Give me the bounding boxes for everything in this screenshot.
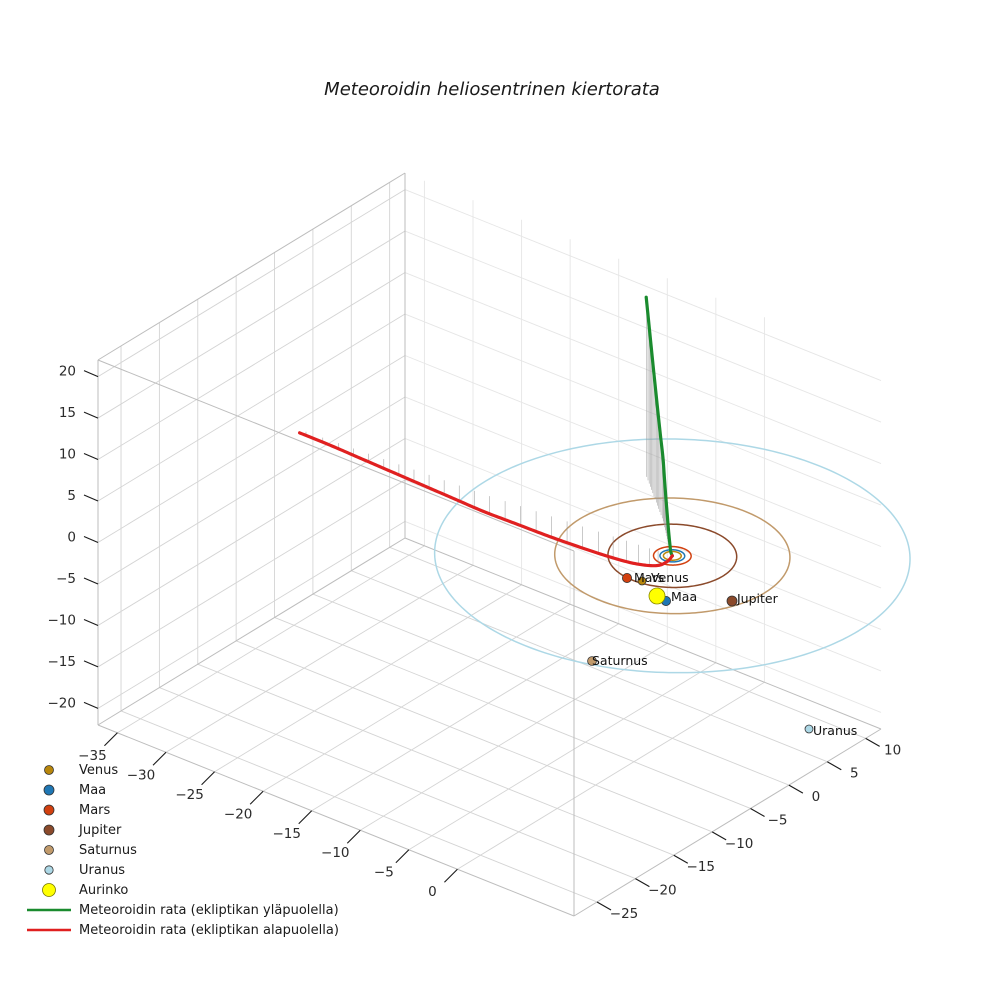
page-title: Meteoroidin heliosentrinen kiertorata bbox=[324, 79, 660, 100]
legend-label-mars: Mars bbox=[79, 803, 111, 818]
y-tick-label: −10 bbox=[725, 836, 754, 852]
orbit-maa bbox=[659, 548, 686, 563]
x-tick-label: −20 bbox=[224, 806, 253, 822]
meteoroid-trajectory-layer bbox=[297, 295, 674, 568]
orbit-saturnus bbox=[553, 497, 791, 615]
legend-line-label-1: Meteoroidin rata (ekliptikan alapuolella… bbox=[79, 923, 339, 938]
y-tick-label: −15 bbox=[687, 859, 716, 875]
y-tick-label: −5 bbox=[768, 812, 788, 828]
y-tick-label: 0 bbox=[812, 789, 821, 805]
annotation-venus: Venus bbox=[651, 570, 689, 585]
trajectory-droplines-layer bbox=[305, 302, 671, 566]
back-wall-pane-grid bbox=[97, 182, 406, 711]
z-tick-label: 10 bbox=[59, 447, 76, 463]
orbit-mars bbox=[652, 545, 692, 566]
legend-marker-venus bbox=[44, 765, 54, 775]
trajectory-trajectory-above-ecliptic bbox=[644, 295, 674, 558]
orbit-jupiter bbox=[607, 523, 738, 589]
body-marker-jupiter bbox=[726, 595, 738, 607]
z-tick-label: 0 bbox=[67, 530, 76, 546]
y-tick-label: −25 bbox=[610, 906, 639, 922]
x-tick-label: −15 bbox=[272, 826, 301, 842]
z-tick-label: 20 bbox=[59, 364, 76, 380]
annotation-uranus: Uranus bbox=[813, 723, 857, 738]
legend-marker-maa bbox=[43, 784, 55, 796]
y-tick-label: −20 bbox=[648, 883, 677, 899]
annotation-mars: Mars bbox=[634, 570, 664, 585]
celestial-bodies-layer bbox=[587, 573, 814, 734]
left-wall-pane-grid bbox=[404, 180, 882, 713]
x-tick-label: −5 bbox=[374, 865, 394, 881]
annotation-maa: Maa bbox=[671, 589, 697, 604]
legend: Venus Maa Mars Jupiter Saturnus Uranus Aurinko… bbox=[27, 763, 339, 938]
z-tick-label: −15 bbox=[48, 654, 77, 670]
trajectory-trajectory-below-ecliptic bbox=[297, 431, 674, 568]
x-tick-label: −25 bbox=[175, 787, 204, 803]
body-marker-venus bbox=[637, 576, 647, 586]
legend-label-saturnus: Saturnus bbox=[79, 843, 137, 858]
legend-label-jupiter: Jupiter bbox=[78, 823, 122, 838]
legend-marker-aurinko bbox=[42, 883, 56, 897]
z-tick-label: −10 bbox=[48, 612, 77, 628]
x-tick-label: −10 bbox=[321, 845, 350, 861]
body-marker-uranus bbox=[804, 724, 814, 734]
annotation-jupiter: Jupiter bbox=[736, 591, 779, 606]
z-tick-label: −20 bbox=[48, 695, 77, 711]
legend-marker-saturnus bbox=[44, 845, 54, 855]
legend-marker-uranus bbox=[44, 865, 54, 875]
z-tick-label: 5 bbox=[67, 488, 76, 504]
x-tick-label: −35 bbox=[78, 748, 107, 764]
axes-spines bbox=[97, 172, 882, 917]
y-tick-label: 10 bbox=[884, 742, 901, 758]
legend-label-uranus: Uranus bbox=[79, 863, 125, 878]
z-tick-label: 15 bbox=[59, 405, 76, 421]
body-marker-mars bbox=[622, 573, 633, 584]
z-tick-label: −5 bbox=[56, 571, 76, 587]
body-marker-aurinko bbox=[648, 587, 666, 605]
droplines-trajectory-below-ecliptic bbox=[305, 431, 659, 566]
floor-pane-grid bbox=[117, 545, 866, 903]
axis-tick-labels-layer: −35 −30 −25 −20 −15 −10 −5 0 −25 −20 −15 −10 −5 0 5 10 2… bbox=[48, 364, 902, 922]
axes-box-3d bbox=[97, 172, 882, 917]
legend-label-aurinko: Aurinko bbox=[79, 883, 128, 898]
annotation-saturnus: Saturnus bbox=[592, 653, 648, 668]
legend-label-maa: Maa bbox=[79, 783, 106, 798]
legend-line-label-0: Meteoroidin rata (ekliptikan yläpuolella… bbox=[79, 903, 339, 918]
legend-marker-jupiter bbox=[43, 824, 55, 836]
y-tick-label: 5 bbox=[850, 766, 859, 782]
x-tick-label: 0 bbox=[428, 884, 437, 900]
legend-label-venus: Venus bbox=[79, 763, 118, 778]
orbit-uranus bbox=[433, 438, 911, 674]
body-marker-saturnus bbox=[587, 656, 597, 666]
legend-marker-mars bbox=[43, 804, 55, 816]
x-tick-label: −30 bbox=[127, 767, 156, 783]
